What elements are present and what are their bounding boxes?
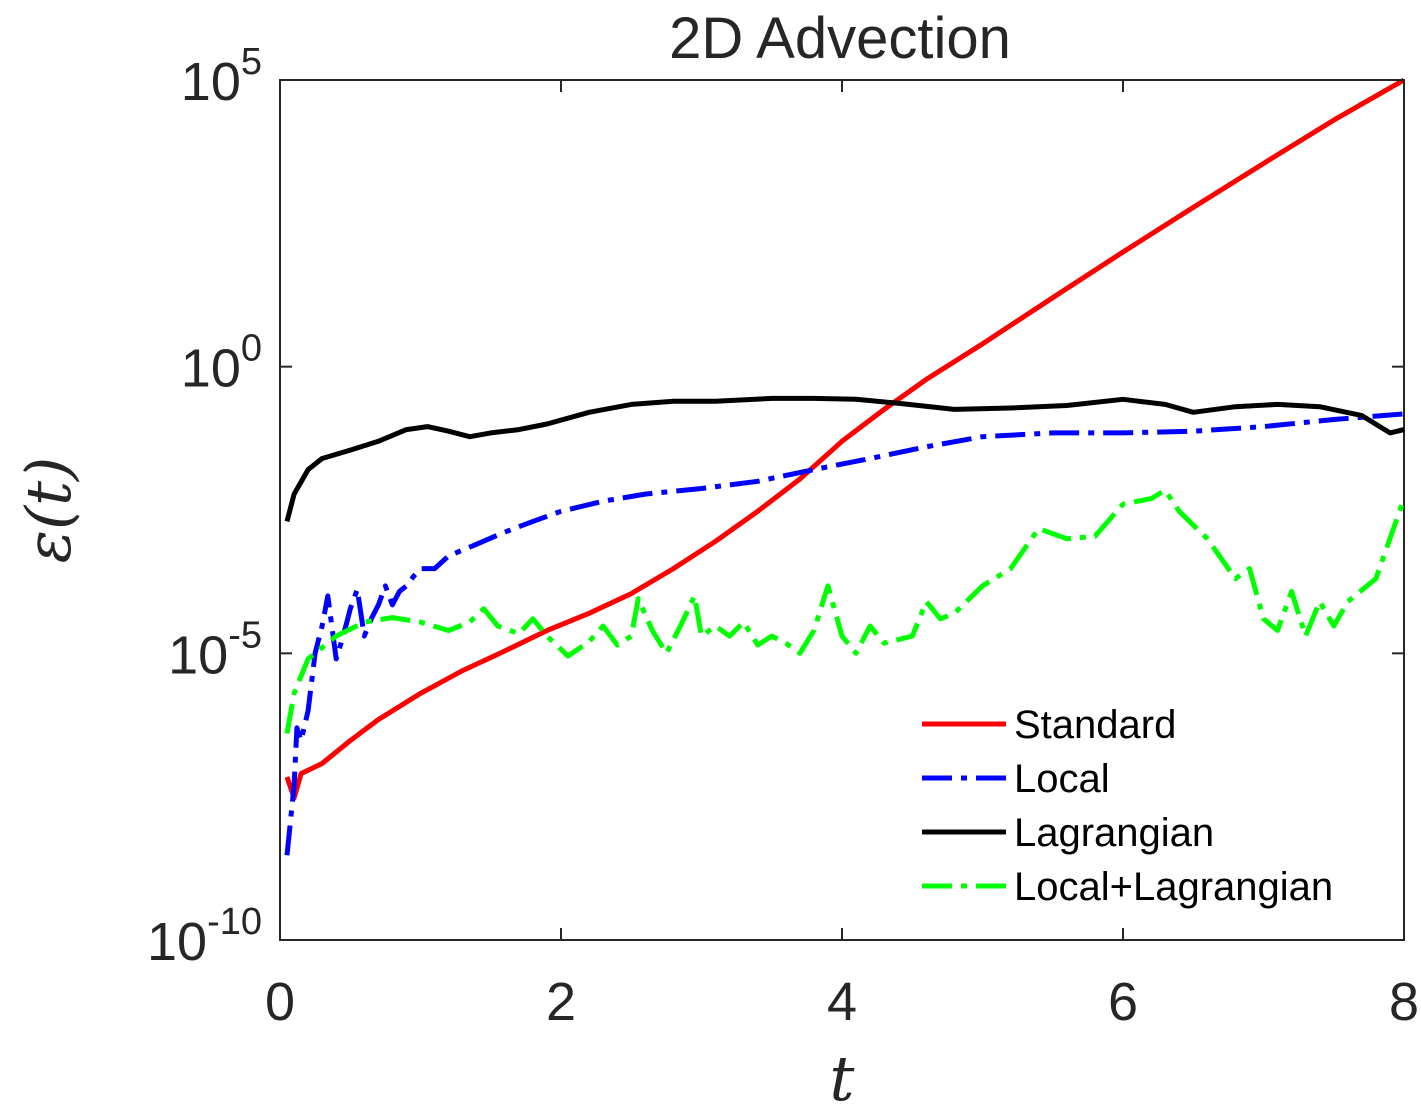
series-line-local-lagrangian (284, 487, 1407, 734)
series-line-standard (284, 77, 1406, 801)
legend-label: Lagrangian (1014, 811, 1214, 855)
series-line-local (284, 411, 1405, 856)
plot-area (279, 79, 1405, 941)
x-tick-label: 6 (1108, 972, 1138, 1032)
legend-label: Local (1014, 757, 1110, 801)
y-tick-label: 10-5 (168, 614, 262, 685)
legend-label: Local+Lagrangian (1014, 865, 1333, 909)
legend-label: Standard (1014, 703, 1176, 747)
x-tick-label: 8 (1389, 972, 1419, 1032)
y-axis-label: ε(t) (12, 457, 85, 564)
chart-title: 2D Advection (669, 6, 1011, 71)
y-tick-label: 10-10 (147, 901, 262, 972)
legend: Standard Local Lagrangian Local+Lagrangian (922, 703, 1333, 909)
axis-layer: 0 2 4 6 8 10-10 10-5 100 105 (147, 41, 1419, 1032)
x-tick-label: 0 (265, 972, 295, 1032)
y-tick-label: 105 (181, 41, 262, 112)
x-tick-label: 2 (546, 972, 576, 1032)
series-line-lagrangian (284, 395, 1405, 523)
x-tick-label: 4 (827, 972, 857, 1032)
y-tick-label: 100 (181, 328, 262, 399)
x-axis-label: t (830, 1042, 855, 1114)
series-layer (284, 77, 1407, 856)
